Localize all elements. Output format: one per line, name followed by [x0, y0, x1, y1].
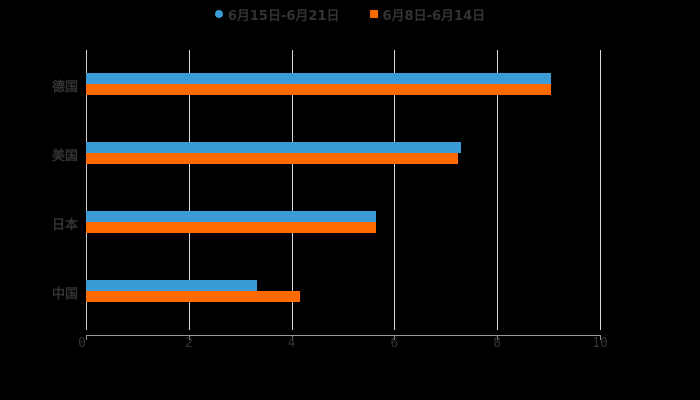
- x-tick-label: 4: [287, 336, 296, 351]
- y-category-label: 中国: [51, 287, 78, 302]
- y-category-label: 德国: [51, 80, 78, 95]
- x-axis-line: [86, 335, 600, 336]
- x-tick: [188, 335, 190, 340]
- bar-week-0615[interactable]: [86, 142, 462, 153]
- y-category-label: 日本: [51, 218, 78, 233]
- bar-week-0608[interactable]: [86, 84, 552, 95]
- bar-week-0608[interactable]: [86, 153, 459, 164]
- bar-week-0608[interactable]: [86, 291, 300, 302]
- gridline: [291, 50, 293, 330]
- bar-week-0615[interactable]: [86, 211, 376, 222]
- gridline: [497, 50, 499, 330]
- legend-item-week-0608[interactable]: 6月8日-6月14日: [369, 5, 486, 24]
- legend-item-week-0615[interactable]: 6月15日-6月21日: [214, 5, 340, 24]
- chart-legend: 6月15日-6月21日 6月8日-6月14日: [0, 4, 700, 24]
- x-tick: [394, 335, 396, 340]
- x-tick-label: 2: [184, 336, 193, 351]
- legend-label: 6月8日-6月14日: [382, 8, 486, 24]
- x-tick-label: 0: [78, 336, 86, 351]
- legend-label: 6月15日-6月21日: [227, 8, 340, 24]
- legend-marker-square-icon: [369, 10, 378, 18]
- legend-marker-circle-icon: [214, 10, 223, 18]
- x-tick: [86, 335, 87, 340]
- x-tick: [600, 335, 601, 340]
- gridline: [188, 50, 190, 330]
- gridline: [394, 50, 396, 330]
- x-tick-label: 6: [390, 336, 399, 351]
- bar-week-0615[interactable]: [86, 73, 552, 84]
- gridline: [600, 50, 601, 330]
- x-tick: [497, 335, 499, 340]
- bar-week-0608[interactable]: [86, 222, 376, 233]
- y-category-label: 美国: [51, 149, 78, 164]
- x-tick: [291, 335, 293, 340]
- y-axis-line: [86, 50, 87, 330]
- x-tick-label: 10: [592, 336, 608, 351]
- bar-week-0615[interactable]: [86, 280, 258, 291]
- x-tick-label: 8: [493, 336, 502, 351]
